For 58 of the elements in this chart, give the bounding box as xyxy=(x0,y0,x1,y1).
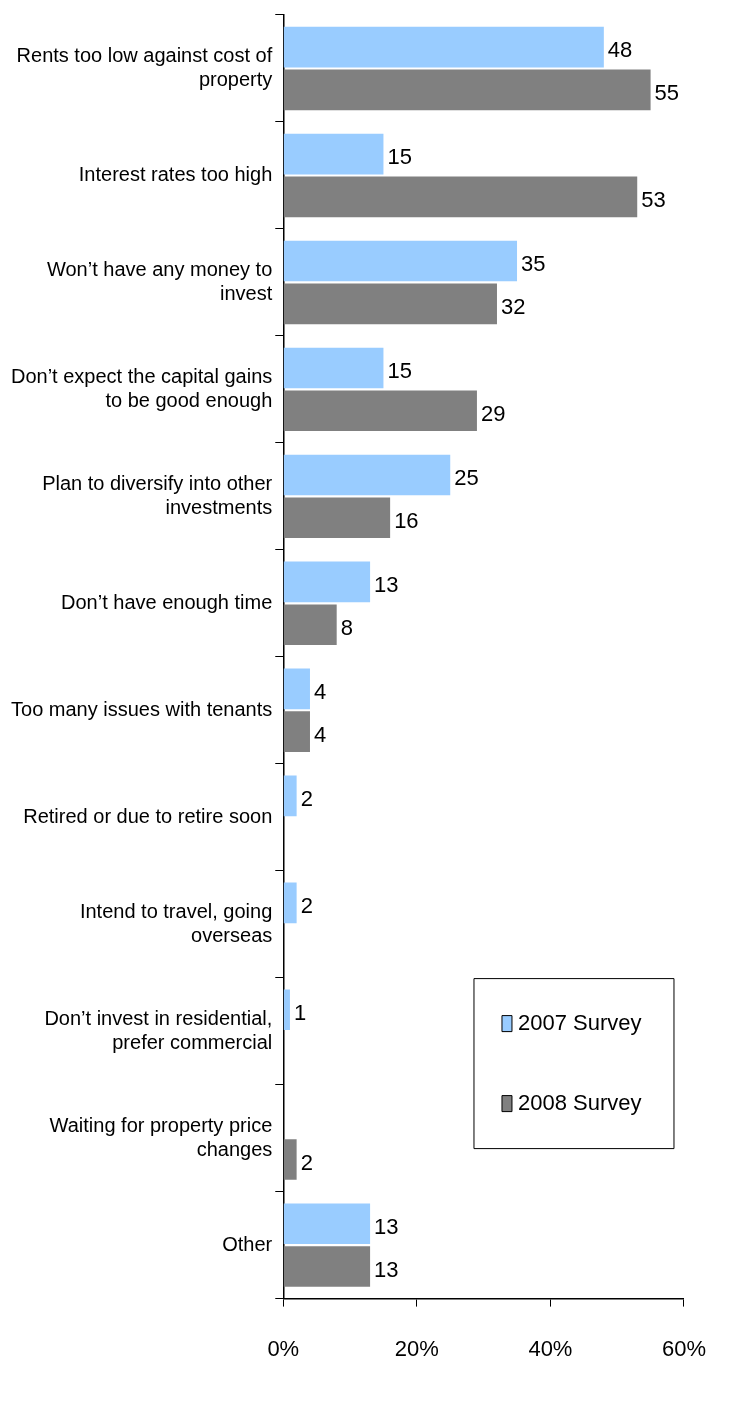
y-tick-label: Don’t have enough time xyxy=(61,590,273,613)
bar xyxy=(283,1139,297,1180)
data-label: 1 xyxy=(293,999,307,1025)
data-label: 2 xyxy=(300,892,313,918)
bar xyxy=(283,561,371,603)
x-tick-label: 40% xyxy=(528,1335,573,1361)
x-tick-label: 0% xyxy=(267,1335,300,1361)
bar xyxy=(283,668,310,710)
bar xyxy=(283,347,384,389)
bar xyxy=(283,176,638,218)
data-label: 2 xyxy=(300,1149,313,1175)
data-label: 53 xyxy=(641,186,666,212)
bar xyxy=(283,390,477,432)
bar xyxy=(283,1246,371,1287)
bar xyxy=(283,283,497,325)
data-label: 8 xyxy=(340,614,353,640)
data-label: 29 xyxy=(480,400,506,426)
bar xyxy=(283,775,297,817)
data-label: 55 xyxy=(654,79,680,105)
bar xyxy=(283,133,384,175)
x-tick-label: 60% xyxy=(661,1335,707,1361)
y-tick-label: Waiting for property price changes xyxy=(49,1113,273,1160)
data-label: 4 xyxy=(313,721,327,747)
data-label: 4 xyxy=(313,678,327,704)
bar xyxy=(283,69,651,111)
legend-label: 2008 Survey xyxy=(517,1089,642,1115)
bar xyxy=(283,989,290,1031)
data-label: 48 xyxy=(607,37,633,63)
y-tick-label: Don’t invest in residential, prefer commercial xyxy=(44,1006,273,1053)
data-label: 25 xyxy=(454,465,479,491)
y-tick-label: Intend to travel, going overseas xyxy=(79,899,273,946)
bar xyxy=(283,604,337,646)
data-label: 16 xyxy=(394,507,419,533)
bar xyxy=(283,26,604,68)
bar xyxy=(283,1203,371,1245)
data-label: 15 xyxy=(387,358,412,384)
bar xyxy=(283,497,391,539)
bar xyxy=(283,882,297,924)
data-label: 2 xyxy=(300,785,313,811)
x-tick-label: 20% xyxy=(394,1335,439,1361)
y-tick-label: Don’t expect the capital gains to be good enough xyxy=(10,364,273,411)
y-tick-label: Too many issues with tenants xyxy=(11,697,273,720)
y-tick-label: Other xyxy=(222,1232,273,1255)
data-label: 15 xyxy=(387,144,412,170)
data-label: 13 xyxy=(374,571,399,597)
bar xyxy=(283,711,310,752)
legend-label: 2007 Survey xyxy=(517,1009,642,1035)
y-tick-label: Interest rates too high xyxy=(78,162,273,185)
y-tick-label: Won’t have any money to invest xyxy=(46,257,273,304)
y-tick-label: Rents too low against cost of property xyxy=(16,44,273,90)
bar xyxy=(283,454,451,496)
data-label: 13 xyxy=(374,1256,399,1282)
y-tick-label: Retired or due to retire soon xyxy=(23,804,273,827)
data-label: 35 xyxy=(521,251,546,277)
bar xyxy=(283,240,518,282)
data-label: 32 xyxy=(500,293,526,319)
y-tick-label: Plan to diversify into other investments xyxy=(42,471,273,518)
data-label: 13 xyxy=(374,1213,399,1239)
